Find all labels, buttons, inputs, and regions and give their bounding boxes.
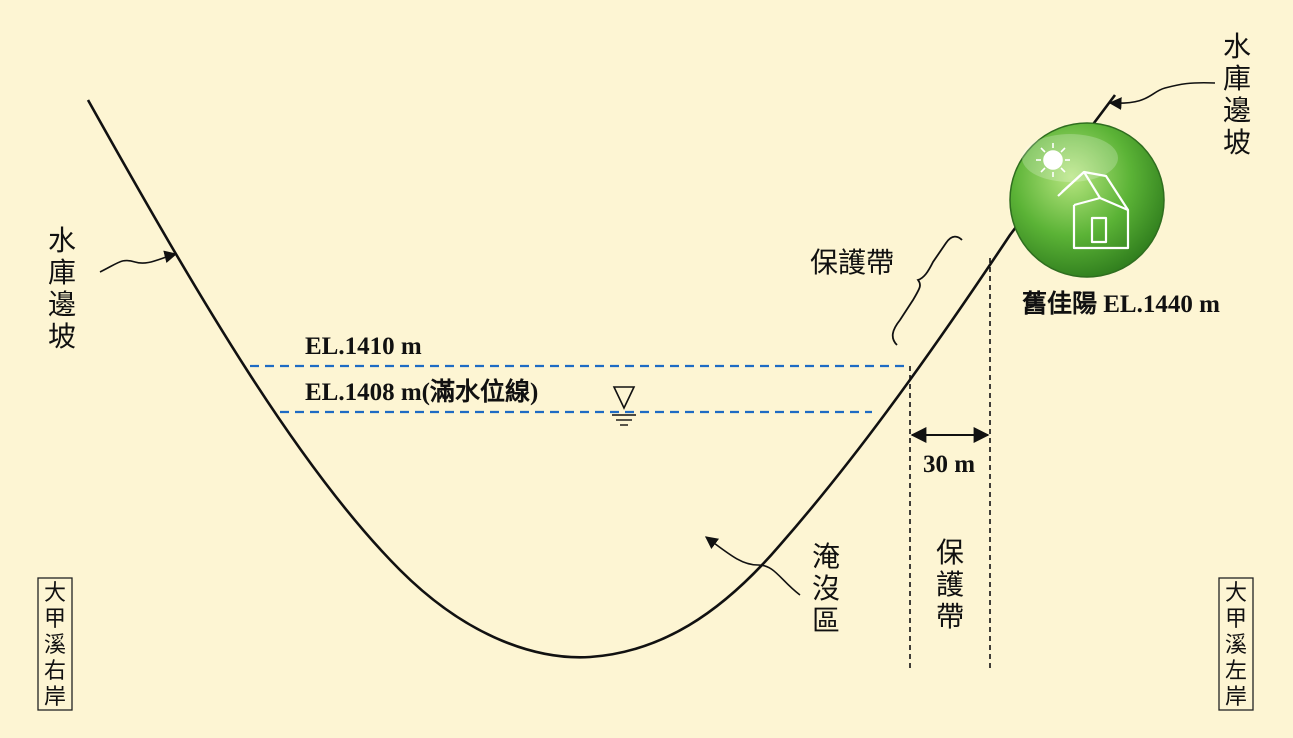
slope-right-char-4: 坡 <box>1223 126 1251 159</box>
left-bank-box <box>1218 577 1254 711</box>
slope-left-label: 水 庫 邊 坡 <box>48 224 76 353</box>
house-with-sun-icon <box>1009 122 1165 278</box>
left-bank-char-4: 左 <box>1225 659 1247 684</box>
left-bank-label: 大 甲 溪 左 岸 <box>1218 577 1254 711</box>
valley-profile-line <box>86 94 1117 659</box>
left-bank-char-2: 甲 <box>1225 607 1247 632</box>
left-bank-char-1: 大 <box>1225 581 1247 606</box>
width-30m-label: 30 m <box>923 451 975 478</box>
left-bank-char-3: 溪 <box>1225 633 1247 658</box>
water-level-1410-label: EL.1410 m <box>305 333 422 360</box>
slope-right-leader-arrow <box>1108 81 1216 110</box>
slope-right-label: 水 庫 邊 坡 <box>1223 30 1251 159</box>
right-bank-char-5: 岸 <box>44 685 66 710</box>
right-bank-char-4: 右 <box>44 659 66 684</box>
slope-left-char-1: 水 <box>48 224 76 257</box>
protection-zone-vertical-label: 保 護 帶 <box>936 536 964 633</box>
flooded-area-char-3: 區 <box>812 604 840 637</box>
slope-right-char-3: 邊 <box>1223 94 1251 127</box>
protection-zone-top-label: 保護帶 <box>810 246 894 279</box>
water-level-1408-label: EL.1408 m(滿水位線) <box>305 377 538 406</box>
slope-right-char-1: 水 <box>1223 30 1251 63</box>
slope-left-char-4: 坡 <box>48 320 76 353</box>
right-bank-char-2: 甲 <box>44 607 66 632</box>
slope-right-char-2: 庫 <box>1223 62 1251 95</box>
right-bank-char-1: 大 <box>44 581 66 606</box>
slope-left-char-2: 庫 <box>48 256 76 289</box>
right-bank-label: 大 甲 溪 右 岸 <box>37 577 73 711</box>
slope-left-leader-arrow <box>99 250 178 273</box>
flooded-area-char-2: 沒 <box>812 572 840 605</box>
protection-zone-char-1: 保 <box>936 536 964 569</box>
right-bank-box <box>37 577 73 711</box>
right-bank-char-3: 溪 <box>44 633 66 658</box>
left-bank-char-5: 岸 <box>1225 685 1247 710</box>
flooded-area-leader-arrow <box>704 536 801 596</box>
water-level-triangle-icon <box>612 386 636 426</box>
protection-zone-char-2: 護 <box>936 568 964 601</box>
flooded-area-char-1: 淹 <box>812 540 840 573</box>
protection-zone-char-3: 帶 <box>936 600 964 633</box>
protection-zone-brace <box>891 235 963 346</box>
village-elevation-label: 舊佳陽 EL.1440 m <box>1022 290 1220 318</box>
flooded-area-label: 淹 沒 區 <box>812 540 840 637</box>
slope-left-char-3: 邊 <box>48 288 76 321</box>
